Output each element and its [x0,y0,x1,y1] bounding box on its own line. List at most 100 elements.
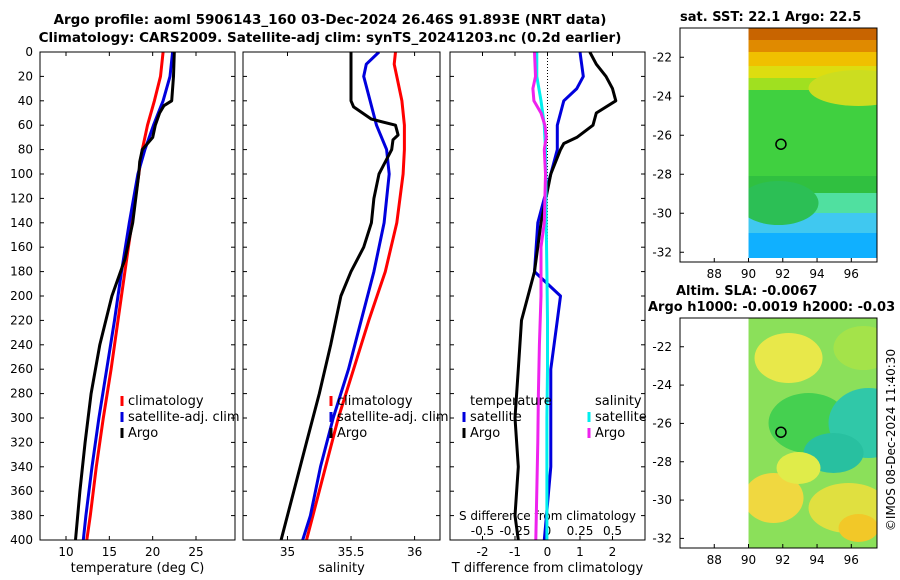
depth-tick-label: 60 [18,118,33,132]
sla-map-title: Altim. SLA: -0.0067 [676,284,818,299]
difference-xtick-label: -1 [509,545,521,559]
sla-argo-marker [775,426,787,438]
diff-legend-title: temperature [470,394,552,409]
diff-legend-title: salinity [595,394,642,409]
sst-map-title: sat. SST: 22.1 Argo: 22.5 [680,10,862,25]
salinity-series-climatology [305,52,406,540]
sla-map-subtitle: Argo h1000: -0.0019 h2000: -0.03 [648,300,896,315]
temperature-xtick-label: 20 [145,545,160,559]
depth-tick-label: 360 [10,484,33,498]
depth-tick-label: 240 [10,338,33,352]
temperature-xlabel: temperature (deg C) [71,561,205,576]
sst-xtick-label: 96 [844,267,859,281]
depth-tick-label: 140 [10,216,33,230]
sst-patch [808,70,877,106]
depth-tick-label: 340 [10,460,33,474]
temperature-series-satellite-adj-clim [81,52,175,540]
temperature-xtick-label: 25 [188,545,203,559]
salinity-xtick-label: 35 [280,545,295,559]
sla-xtick-label: 96 [844,553,859,567]
difference-xtick-label: -2 [477,545,489,559]
depth-tick-label: 200 [10,289,33,303]
sst-ytick-label: -22 [652,50,672,64]
difference-xtick2-label: 0.5 [603,524,622,538]
sst-xtick-label: 94 [809,267,824,281]
sla-xtick-label: 90 [741,553,756,567]
salinity-xtick-label: 35.5 [338,545,365,559]
diff-legend-t-label: Argo [470,426,500,441]
sla-ytick-label: -24 [652,378,672,392]
sla-ytick-label: -26 [652,416,672,430]
temperature-legend-label: satellite-adj. clim [128,410,240,425]
salinity-xtick-label: 36 [407,545,422,559]
depth-tick-label: 180 [10,265,33,279]
sst-band [748,233,877,258]
temperature-legend-label: Argo [128,426,158,441]
sla-ytick-label: -32 [652,531,672,545]
sst-patch [748,181,819,225]
sla-ytick-label: -28 [652,455,672,469]
sla-ytick-label: -22 [652,340,672,354]
sla-xtick-label: 92 [775,553,790,567]
sst-xtick-label: 88 [707,267,722,281]
difference-series-s-satellite [535,52,549,540]
diff-legend-s-label: satellite [595,410,647,425]
salinity-legend-label: climatology [337,394,413,409]
sst-ytick-label: -24 [652,89,672,103]
depth-tick-label: 160 [10,240,33,254]
sst-band [748,52,877,66]
sst-argo-marker [775,138,787,150]
sla-field [748,318,877,548]
sst-ytick-label: -30 [652,206,672,220]
depth-tick-label: 300 [10,411,33,425]
depth-tick-label: 120 [10,191,33,205]
sst-field [748,28,877,258]
sla-xtick-label: 94 [809,553,824,567]
depth-tick-label: 320 [10,435,33,449]
depth-tick-label: 20 [18,69,33,83]
sst-ytick-label: -28 [652,167,672,181]
depth-tick-label: 260 [10,362,33,376]
figure-title-line2: Climatology: CARS2009. Satellite-adj cli… [38,30,622,46]
depth-tick-label: 400 [10,533,33,547]
sst-ytick-label: -26 [652,128,672,142]
sla-blob [776,452,821,484]
difference-series-t-satellite [533,52,585,540]
sla-blob [838,514,877,542]
difference-xlabel: T difference from climatology [451,561,644,576]
sla-blob [754,333,823,383]
depth-tick-label: 220 [10,313,33,327]
sst-frame [679,27,878,263]
temperature-series-argo [74,52,176,540]
difference-xtick2-label: -0.5 [471,524,494,538]
difference-xtick-label: 1 [576,545,584,559]
salinity-xlabel: salinity [318,561,365,576]
figure-title-line1: Argo profile: aoml 5906143_160 03-Dec-20… [53,12,607,28]
difference-xtick-label: 0 [544,545,552,559]
difference-series-t-argo [513,52,618,540]
diff-legend-t-label: satellite [470,410,522,425]
sst-ytick-label: -32 [652,245,672,259]
salinity-series-satellite-adj-clim [301,52,391,540]
difference-xtick-label: 2 [609,545,617,559]
sla-frame [679,317,878,549]
depth-tick-label: 0 [25,45,33,59]
depth-tick-label: 40 [18,94,33,108]
sst-xtick-label: 90 [741,267,756,281]
salinity-legend-label: satellite-adj. clim [337,410,449,425]
sla-blob [833,326,877,370]
sst-xtick-label: 92 [775,267,790,281]
sla-ytick-label: -30 [652,493,672,507]
temperature-series-climatology [85,52,165,540]
difference-xtick2-label: 0.25 [567,524,594,538]
sla-xtick-label: 88 [707,553,722,567]
depth-tick-label: 280 [10,387,33,401]
salinity-legend-label: Argo [337,426,367,441]
sla-blob [748,473,804,523]
sst-band [748,40,877,52]
salinity-frame [242,51,441,541]
temperature-xtick-label: 15 [102,545,117,559]
depth-tick-label: 80 [18,143,33,157]
sst-band [748,28,877,40]
